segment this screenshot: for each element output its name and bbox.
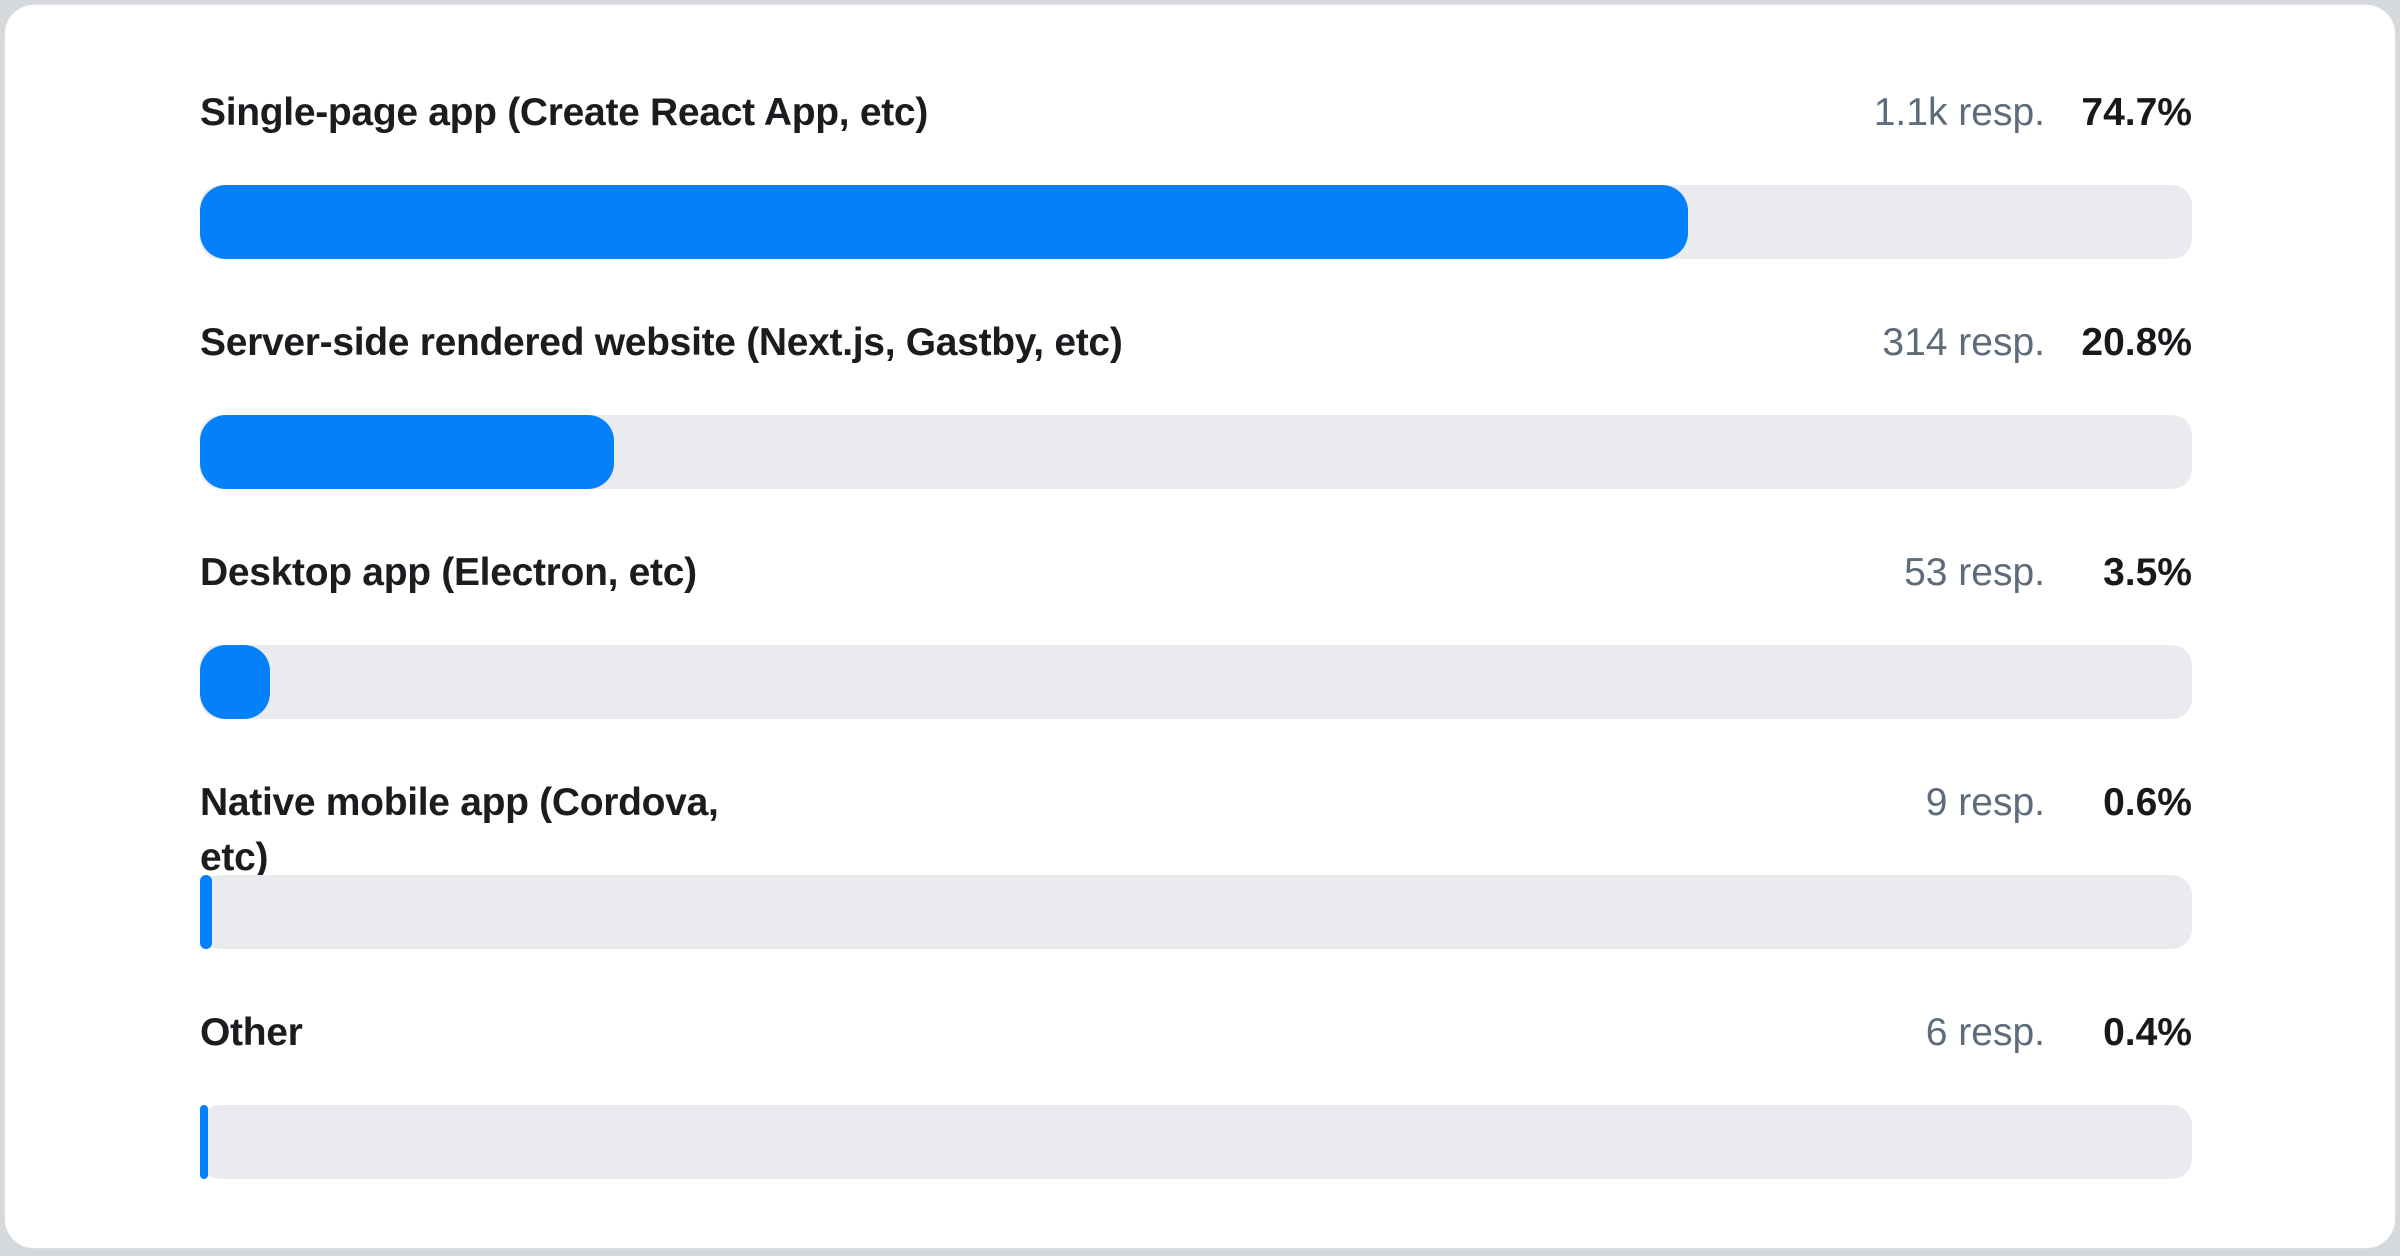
bar-fill bbox=[200, 185, 1689, 259]
respondents-count: 53 resp. bbox=[1904, 551, 2045, 594]
bar-row: Single-page app (Create React App, etc) … bbox=[200, 85, 2192, 315]
bar-row-header: Single-page app (Create React App, etc) … bbox=[200, 85, 2192, 140]
bar-fill bbox=[200, 875, 212, 949]
bar-row-header: Native mobile app (Cordova, etc) 9 resp.… bbox=[200, 775, 2192, 885]
bar-row: Desktop app (Electron, etc) 53 resp. 3.5… bbox=[200, 545, 2192, 775]
bar-row-header: Server-side rendered website (Next.js, G… bbox=[200, 315, 2192, 370]
bar-row-header: Other 6 resp. 0.4% bbox=[200, 1005, 2192, 1060]
bar-track bbox=[200, 645, 2192, 719]
bar-row-header: Desktop app (Electron, etc) 53 resp. 3.5… bbox=[200, 545, 2192, 600]
bar-track bbox=[200, 875, 2192, 949]
bar-track bbox=[200, 415, 2192, 489]
answer-label: Desktop app (Electron, etc) bbox=[200, 551, 697, 594]
bar-row: Other 6 resp. 0.4% bbox=[200, 1005, 2192, 1235]
answer-label: Server-side rendered website (Next.js, G… bbox=[200, 321, 1123, 364]
bar-fill bbox=[200, 1105, 208, 1179]
percent-value: 20.8% bbox=[2081, 321, 2192, 364]
bar-row: Native mobile app (Cordova, etc) 9 resp.… bbox=[200, 775, 2192, 1005]
percent-value: 3.5% bbox=[2103, 551, 2192, 594]
bar-row: Server-side rendered website (Next.js, G… bbox=[200, 315, 2192, 545]
answer-label: Other bbox=[200, 1011, 303, 1054]
percent-value: 0.6% bbox=[2103, 781, 2192, 824]
respondents-count: 314 resp. bbox=[1882, 321, 2045, 364]
bar-track bbox=[200, 1105, 2192, 1179]
answer-label: Single-page app (Create React App, etc) bbox=[200, 91, 929, 134]
percent-value: 0.4% bbox=[2103, 1011, 2192, 1054]
bar-track bbox=[200, 185, 2192, 259]
respondents-count: 1.1k resp. bbox=[1873, 91, 2045, 134]
respondents-count: 9 resp. bbox=[1925, 781, 2045, 824]
bar-fill bbox=[200, 645, 270, 719]
bar-fill bbox=[200, 415, 615, 489]
percent-value: 74.7% bbox=[2081, 91, 2192, 134]
answer-label: Native mobile app (Cordova, etc) bbox=[200, 781, 719, 879]
respondents-count: 6 resp. bbox=[1925, 1011, 2045, 1054]
survey-results-card: Single-page app (Create React App, etc) … bbox=[4, 4, 2396, 1249]
